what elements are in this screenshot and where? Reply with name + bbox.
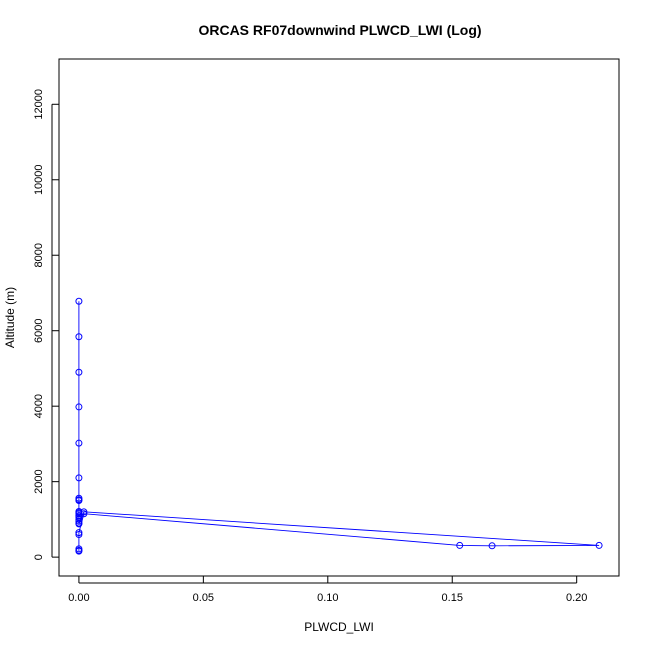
data-point: [75, 530, 83, 538]
y-tick-label: 2000: [33, 469, 45, 493]
chart-title: ORCAS RF07downwind PLWCD_LWI (Log): [198, 22, 481, 38]
x-axis-label: PLWCD_LWI: [304, 620, 374, 634]
y-tick-label: 8000: [33, 243, 45, 267]
series-layer: [75, 297, 603, 555]
x-tick-label: 0.10: [317, 592, 338, 604]
y-axis: 0 2000 4000 6000 8000 10000 12000: [33, 89, 59, 560]
data-point: [75, 520, 83, 528]
data-point: [75, 297, 83, 305]
x-axis: 0.00 0.05 0.10 0.15 0.20: [68, 576, 587, 604]
data-point: [80, 508, 88, 516]
data-point: [488, 542, 496, 550]
x-tick-label: 0.20: [566, 592, 587, 604]
series-line: [78, 301, 600, 552]
y-tick-label: 0: [33, 554, 45, 560]
y-tick-label: 6000: [33, 318, 45, 342]
data-point: [75, 403, 83, 411]
data-point: [75, 368, 83, 376]
x-tick-label: 0.00: [68, 592, 89, 604]
data-point: [456, 541, 464, 549]
y-axis-label: Altitude (m): [3, 287, 17, 348]
x-tick-label: 0.15: [442, 592, 463, 604]
y-tick-label: 12000: [33, 89, 45, 120]
data-point: [80, 510, 88, 518]
data-point: [75, 547, 83, 555]
data-point: [75, 529, 83, 537]
data-point: [75, 517, 83, 525]
data-point: [75, 333, 83, 341]
y-tick-label: 10000: [33, 164, 45, 195]
data-point: [595, 541, 603, 549]
data-point: [75, 474, 83, 482]
data-point: [75, 515, 83, 523]
plot-frame: [58, 58, 620, 577]
data-point: [75, 439, 83, 447]
y-tick-label: 4000: [33, 394, 45, 418]
data-point: [75, 497, 83, 505]
x-tick-label: 0.05: [193, 592, 214, 604]
